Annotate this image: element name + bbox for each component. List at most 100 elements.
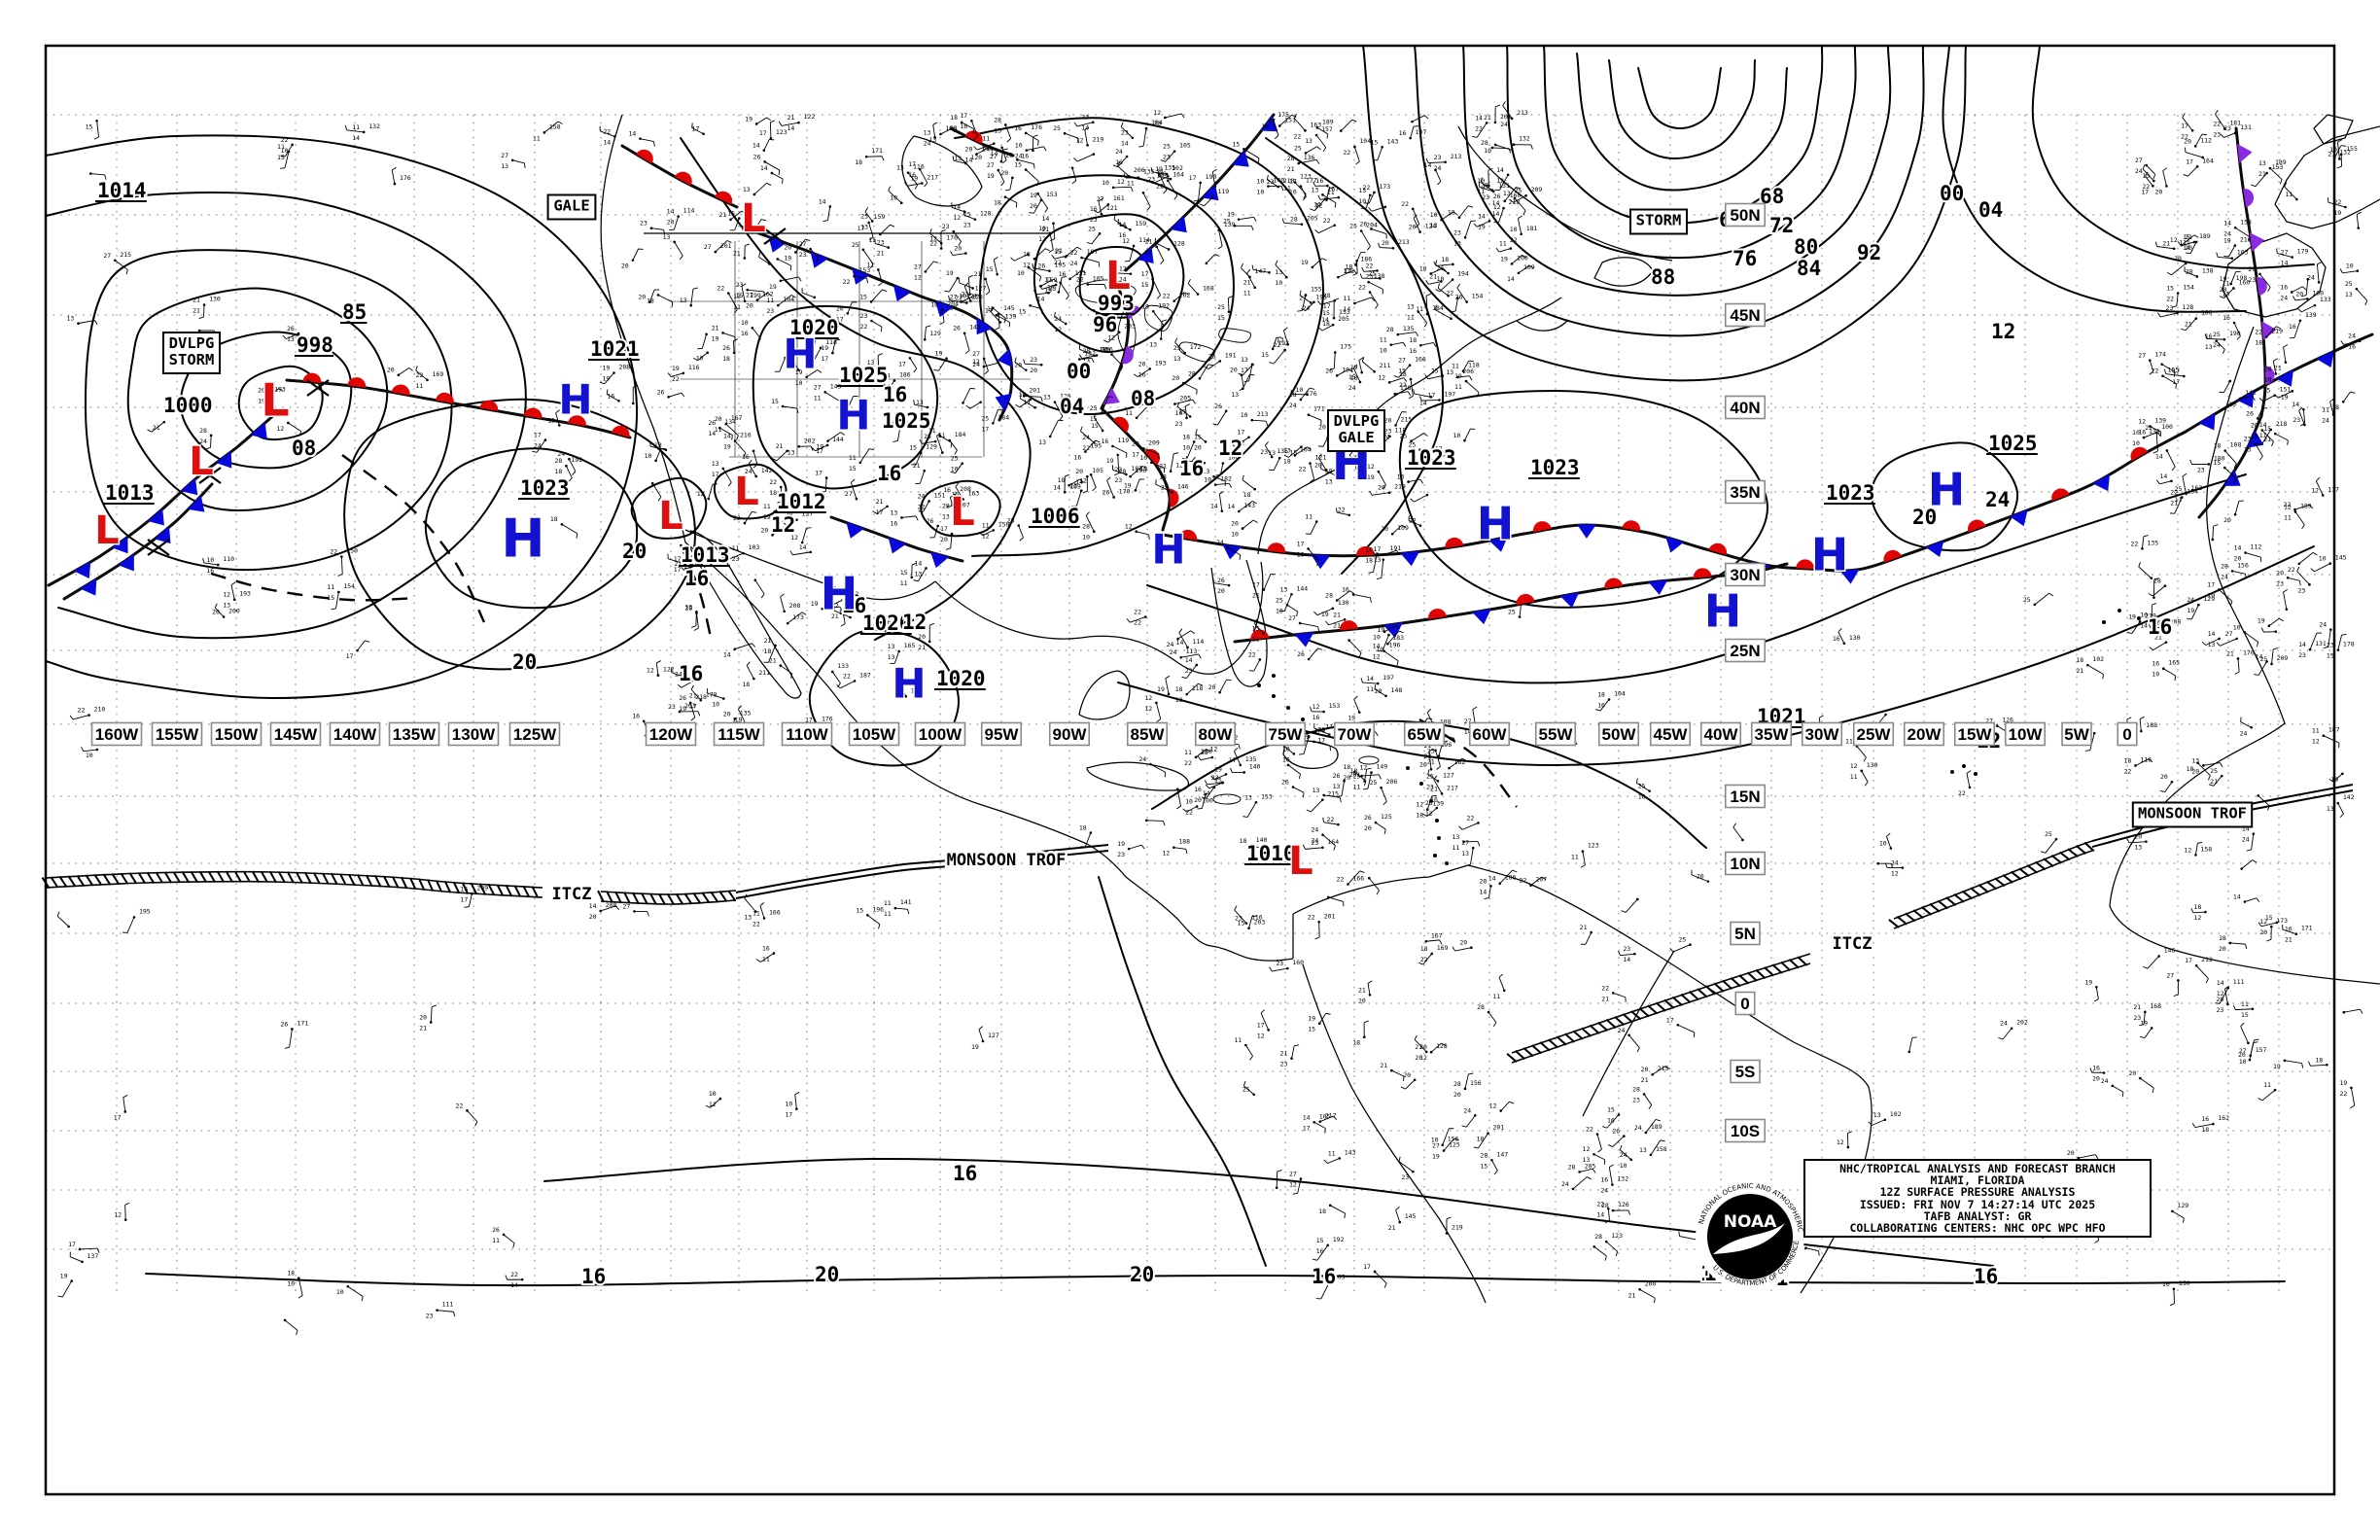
svg-text:22: 22 [603,127,611,135]
svg-text:21: 21 [1601,995,1609,1002]
svg-text:24: 24 [1618,1027,1626,1034]
pressure-center-L: L [734,470,759,514]
svg-text:102: 102 [1172,164,1183,172]
svg-text:10: 10 [2162,1280,2170,1288]
svg-text:11: 11 [1407,314,1415,322]
svg-text:21: 21 [769,657,777,665]
svg-text:19: 19 [1348,715,1355,722]
svg-text:23: 23 [1114,476,1122,484]
svg-text:10: 10 [2319,555,2327,563]
svg-text:21: 21 [763,637,771,645]
svg-text:15: 15 [277,154,285,161]
svg-text:15: 15 [1141,281,1149,289]
svg-text:11: 11 [1366,685,1374,693]
svg-text:16: 16 [1313,201,1321,209]
front-cold [752,229,1014,422]
svg-text:184: 184 [955,431,966,438]
svg-text:13: 13 [1311,186,1318,193]
svg-text:180: 180 [2214,454,2225,462]
svg-text:21: 21 [2185,321,2192,329]
svg-text:145W: 145W [274,725,318,744]
svg-text:27: 27 [950,293,958,300]
svg-text:19: 19 [2281,393,2289,401]
isobar-label: 92 [1857,241,1881,264]
svg-text:22: 22 [2130,540,2138,547]
svg-text:18: 18 [1261,122,1269,130]
svg-text:20: 20 [746,302,753,310]
svg-text:15: 15 [2265,914,2273,922]
svg-text:28: 28 [1119,468,1127,475]
svg-text:17: 17 [858,225,865,232]
svg-text:188: 188 [2146,721,2157,729]
svg-text:13: 13 [1244,793,1252,801]
svg-text:10: 10 [86,752,93,759]
svg-text:18: 18 [950,114,958,122]
svg-text:12: 12 [1023,261,1031,268]
svg-text:176: 176 [400,174,411,182]
isobar-label: 1013 [105,481,155,505]
svg-text:116: 116 [1251,914,1263,922]
svg-text:11: 11 [1416,305,1423,313]
svg-text:219: 219 [2271,328,2283,335]
svg-text:13: 13 [287,335,295,343]
svg-text:10: 10 [1038,225,1046,232]
svg-text:10: 10 [1430,211,1438,219]
svg-text:16: 16 [1059,270,1067,278]
svg-text:10: 10 [712,701,719,709]
svg-text:20: 20 [1459,939,1467,947]
svg-text:14: 14 [1210,503,1218,510]
svg-text:25: 25 [1294,144,1302,152]
svg-text:14: 14 [1203,789,1210,797]
pressure-center-L: L [950,490,975,535]
svg-text:206: 206 [1386,778,1398,786]
svg-text:18: 18 [855,158,862,166]
svg-text:116: 116 [913,163,925,171]
svg-text:145: 145 [1405,1212,1417,1220]
svg-text:20: 20 [2174,255,2182,262]
svg-text:20: 20 [2092,1074,2100,1082]
svg-text:216: 216 [740,431,752,438]
svg-text:130: 130 [1849,634,1861,642]
svg-text:16: 16 [1833,635,1840,643]
svg-text:111: 111 [2233,978,2245,986]
svg-text:135: 135 [1143,168,1155,176]
svg-text:10: 10 [206,556,214,564]
svg-text:21: 21 [1252,592,1260,600]
svg-text:14: 14 [1118,221,1126,228]
svg-text:154: 154 [343,582,355,590]
svg-text:26: 26 [679,694,686,702]
svg-text:10: 10 [1017,269,1025,277]
svg-text:20: 20 [212,609,220,616]
svg-text:24: 24 [1054,315,1062,323]
svg-text:131: 131 [2240,123,2252,131]
svg-text:17: 17 [960,112,967,120]
svg-text:219: 219 [1394,483,1406,491]
svg-text:11: 11 [1328,1149,1336,1157]
svg-text:20: 20 [1208,683,1216,691]
svg-text:137: 137 [88,1252,99,1260]
svg-text:13: 13 [916,399,924,406]
noaa-bird-icon [1713,1223,1785,1254]
svg-text:5W: 5W [2064,725,2089,744]
svg-text:15: 15 [1044,287,1052,295]
svg-text:17: 17 [1237,429,1244,437]
pressure-center-H: H [1704,585,1742,638]
svg-text:21: 21 [1287,165,1295,173]
svg-text:10: 10 [1620,1162,1628,1170]
svg-text:17: 17 [759,129,767,137]
svg-text:14: 14 [2281,260,2289,267]
svg-text:25: 25 [1173,344,1181,352]
svg-text:25: 25 [2045,830,2052,838]
isobar-label: 1000 [163,394,213,417]
svg-text:114: 114 [1193,638,1205,646]
svg-text:23: 23 [766,307,774,315]
svg-text:21: 21 [2076,667,2083,675]
isobar-label: 1023 [1407,446,1456,470]
svg-text:20: 20 [918,633,926,641]
svg-text:11: 11 [2259,432,2267,439]
svg-text:175: 175 [1340,343,1351,351]
svg-text:10W: 10W [2009,725,2044,744]
svg-text:20: 20 [723,710,731,718]
svg-text:20: 20 [940,536,948,543]
